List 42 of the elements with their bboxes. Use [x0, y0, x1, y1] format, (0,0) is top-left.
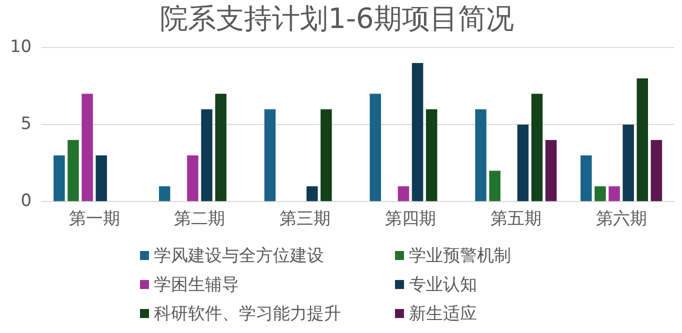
bar [158, 186, 170, 202]
bar [636, 78, 648, 202]
x-tick-label: 第三期 [280, 209, 331, 230]
bar [412, 63, 424, 202]
bar [531, 94, 543, 202]
bar [517, 124, 529, 202]
legend-label: 学困生辅导 [154, 274, 239, 296]
bar [82, 94, 93, 202]
bar [398, 186, 410, 202]
legend-label: 新生适应 [409, 303, 477, 325]
bar [187, 155, 198, 202]
legend-label: 学风建设与全方位建设 [154, 245, 324, 267]
bar [489, 170, 500, 202]
bar [545, 140, 557, 202]
bar [622, 124, 634, 202]
bar [215, 94, 226, 202]
legend-label: 科研软件、学习能力提升 [154, 303, 341, 325]
x-tick-label: 第六期 [596, 209, 647, 230]
bar [68, 140, 79, 202]
bar [370, 94, 382, 202]
x-tick-label: 第一期 [68, 209, 120, 230]
legend-label: 学业预警机制 [409, 245, 511, 267]
bar [54, 155, 65, 202]
bar [426, 109, 438, 202]
x-tick-label: 第五期 [490, 209, 542, 230]
bar [608, 186, 620, 202]
y-tick-label: 5 [20, 114, 32, 134]
bar [320, 109, 332, 202]
chart-title: 院系支持计划1-6期项目简况 [160, 2, 514, 36]
bar [264, 109, 276, 202]
legend-label: 专业认知 [409, 274, 477, 296]
bar [96, 155, 107, 202]
y-tick-label: 10 [10, 37, 32, 58]
bar [650, 140, 662, 202]
bar [201, 109, 212, 202]
x-tick-label: 第二期 [174, 209, 226, 230]
bar [580, 155, 592, 202]
bar [594, 186, 606, 202]
bar [306, 186, 318, 202]
bar [475, 109, 486, 202]
x-tick-label: 第四期 [385, 209, 436, 230]
y-tick-label: 0 [20, 191, 32, 212]
